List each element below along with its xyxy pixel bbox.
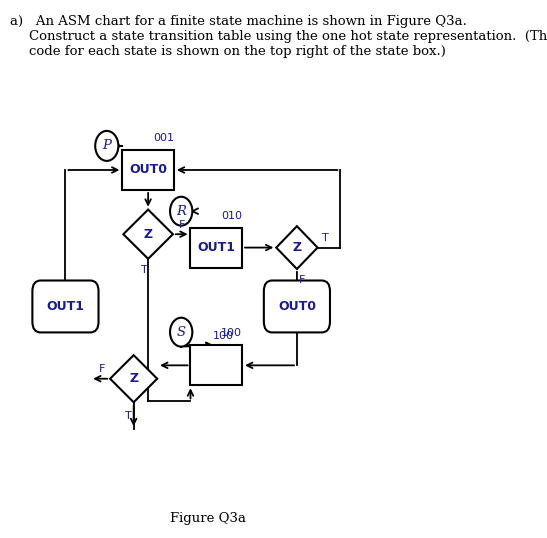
Text: F: F	[98, 364, 105, 374]
Text: Z: Z	[143, 228, 153, 240]
Circle shape	[170, 197, 193, 225]
Text: P: P	[102, 139, 111, 152]
Text: OUT0: OUT0	[129, 164, 167, 176]
Text: OUT0: OUT0	[278, 300, 316, 313]
Text: F: F	[299, 275, 305, 285]
Text: code for each state is shown on the top right of the state box.): code for each state is shown on the top …	[30, 45, 446, 58]
Text: T: T	[322, 233, 328, 243]
Text: OUT1: OUT1	[197, 241, 235, 254]
Text: OUT1: OUT1	[46, 300, 84, 313]
Text: 100: 100	[221, 328, 242, 338]
Text: R: R	[176, 204, 186, 218]
Text: T: T	[141, 265, 147, 274]
Text: Construct a state transition table using the one hot state representation.  (The: Construct a state transition table using…	[30, 30, 547, 43]
FancyBboxPatch shape	[264, 280, 330, 332]
Circle shape	[170, 318, 193, 346]
Text: Figure Q3a: Figure Q3a	[170, 512, 246, 525]
FancyBboxPatch shape	[123, 150, 174, 190]
Text: a)   An ASM chart for a finite state machine is shown in Figure Q3a.: a) An ASM chart for a finite state machi…	[10, 15, 467, 28]
Text: 100: 100	[213, 331, 234, 341]
FancyBboxPatch shape	[190, 228, 242, 268]
Polygon shape	[276, 226, 318, 269]
Text: 010: 010	[221, 210, 242, 221]
Text: Z: Z	[292, 241, 301, 254]
Text: S: S	[177, 325, 186, 338]
Polygon shape	[110, 355, 157, 402]
FancyBboxPatch shape	[190, 345, 242, 385]
Text: 001: 001	[153, 133, 174, 143]
Circle shape	[95, 131, 118, 161]
Text: Z: Z	[129, 372, 138, 385]
Polygon shape	[123, 210, 173, 259]
FancyBboxPatch shape	[32, 280, 98, 332]
Text: F: F	[179, 220, 185, 230]
Text: T: T	[125, 410, 132, 421]
